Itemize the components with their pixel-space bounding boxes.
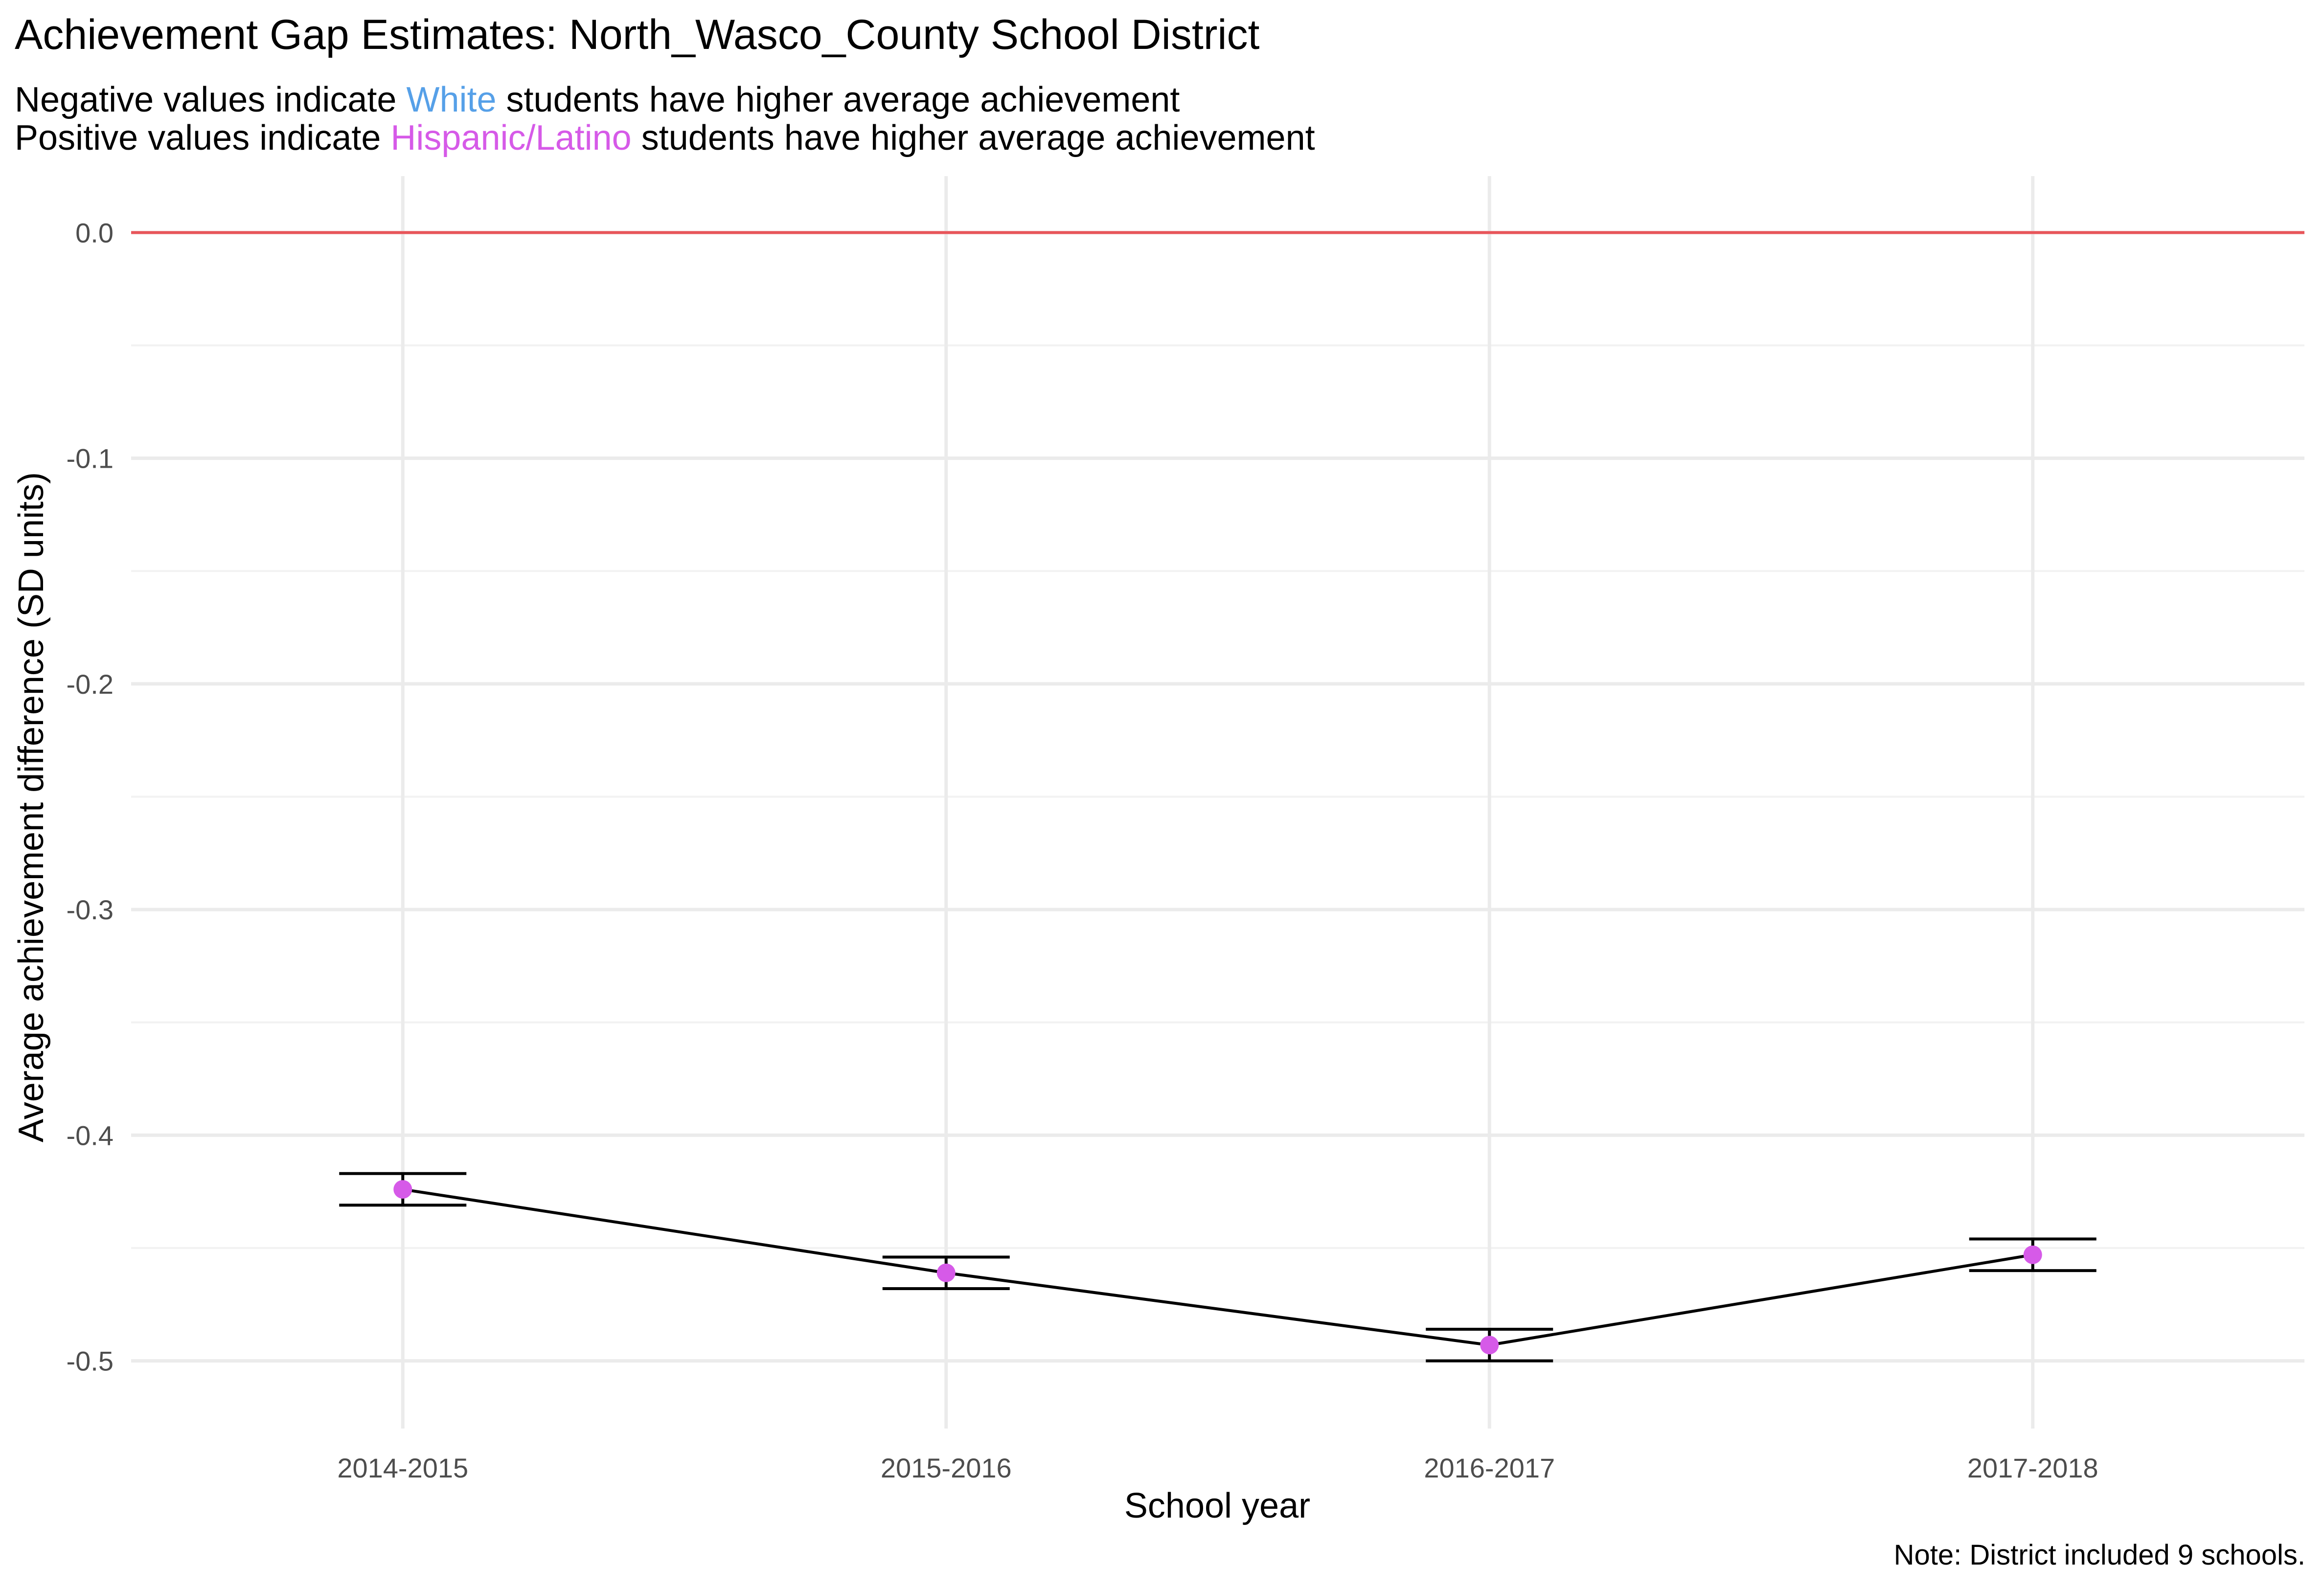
data-point [1480,1336,1499,1355]
series-layer [339,1172,2096,1363]
x-tick-labels: 2014-2015 2015-2016 2016-2017 2017-2018 [337,1453,2098,1483]
x-axis-label: School year [1124,1486,1310,1525]
series-line [402,1188,2033,1347]
x-tick-label: 2015-2016 [881,1453,1012,1483]
x-tick-label: 2016-2017 [1424,1453,1555,1483]
subtitle-segment: students have higher average achievement [632,118,1315,158]
y-tick-label: -0.2 [67,669,114,700]
data-point [2023,1245,2042,1264]
y-tick-label: 0.0 [75,217,114,248]
data-point [936,1263,956,1282]
grid [131,176,2304,1429]
chart-subtitle-line-1: Negative values indicate White students … [15,80,1180,119]
x-tick-label: 2017-2018 [1967,1453,2098,1483]
y-tick-label: -0.3 [67,894,114,925]
subtitle-segment: students have higher average achievement [497,80,1180,119]
y-axis-label: Average achievement difference (SD units… [12,472,51,1142]
chart-title: Achievement Gap Estimates: North_Wasco_C… [15,11,1259,58]
y-tick-label: -0.5 [67,1346,114,1377]
data-point [393,1180,412,1199]
chart-caption: Note: District included 9 schools. [1894,1539,2305,1571]
chart-subtitle-line-2: Positive values indicate Hispanic/Latino… [15,118,1315,158]
y-tick-label: -0.1 [67,443,114,474]
subtitle-segment: Hispanic/Latino [390,118,631,158]
subtitle-segment: Positive values indicate [15,118,390,158]
y-tick-labels: 0.0 -0.1 -0.2 -0.3 -0.4 -0.5 [67,217,114,1376]
subtitle-segment: Negative values indicate [15,80,406,119]
x-tick-label: 2014-2015 [337,1453,468,1483]
y-tick-label: -0.4 [67,1120,114,1151]
subtitle-segment: White [406,80,496,119]
